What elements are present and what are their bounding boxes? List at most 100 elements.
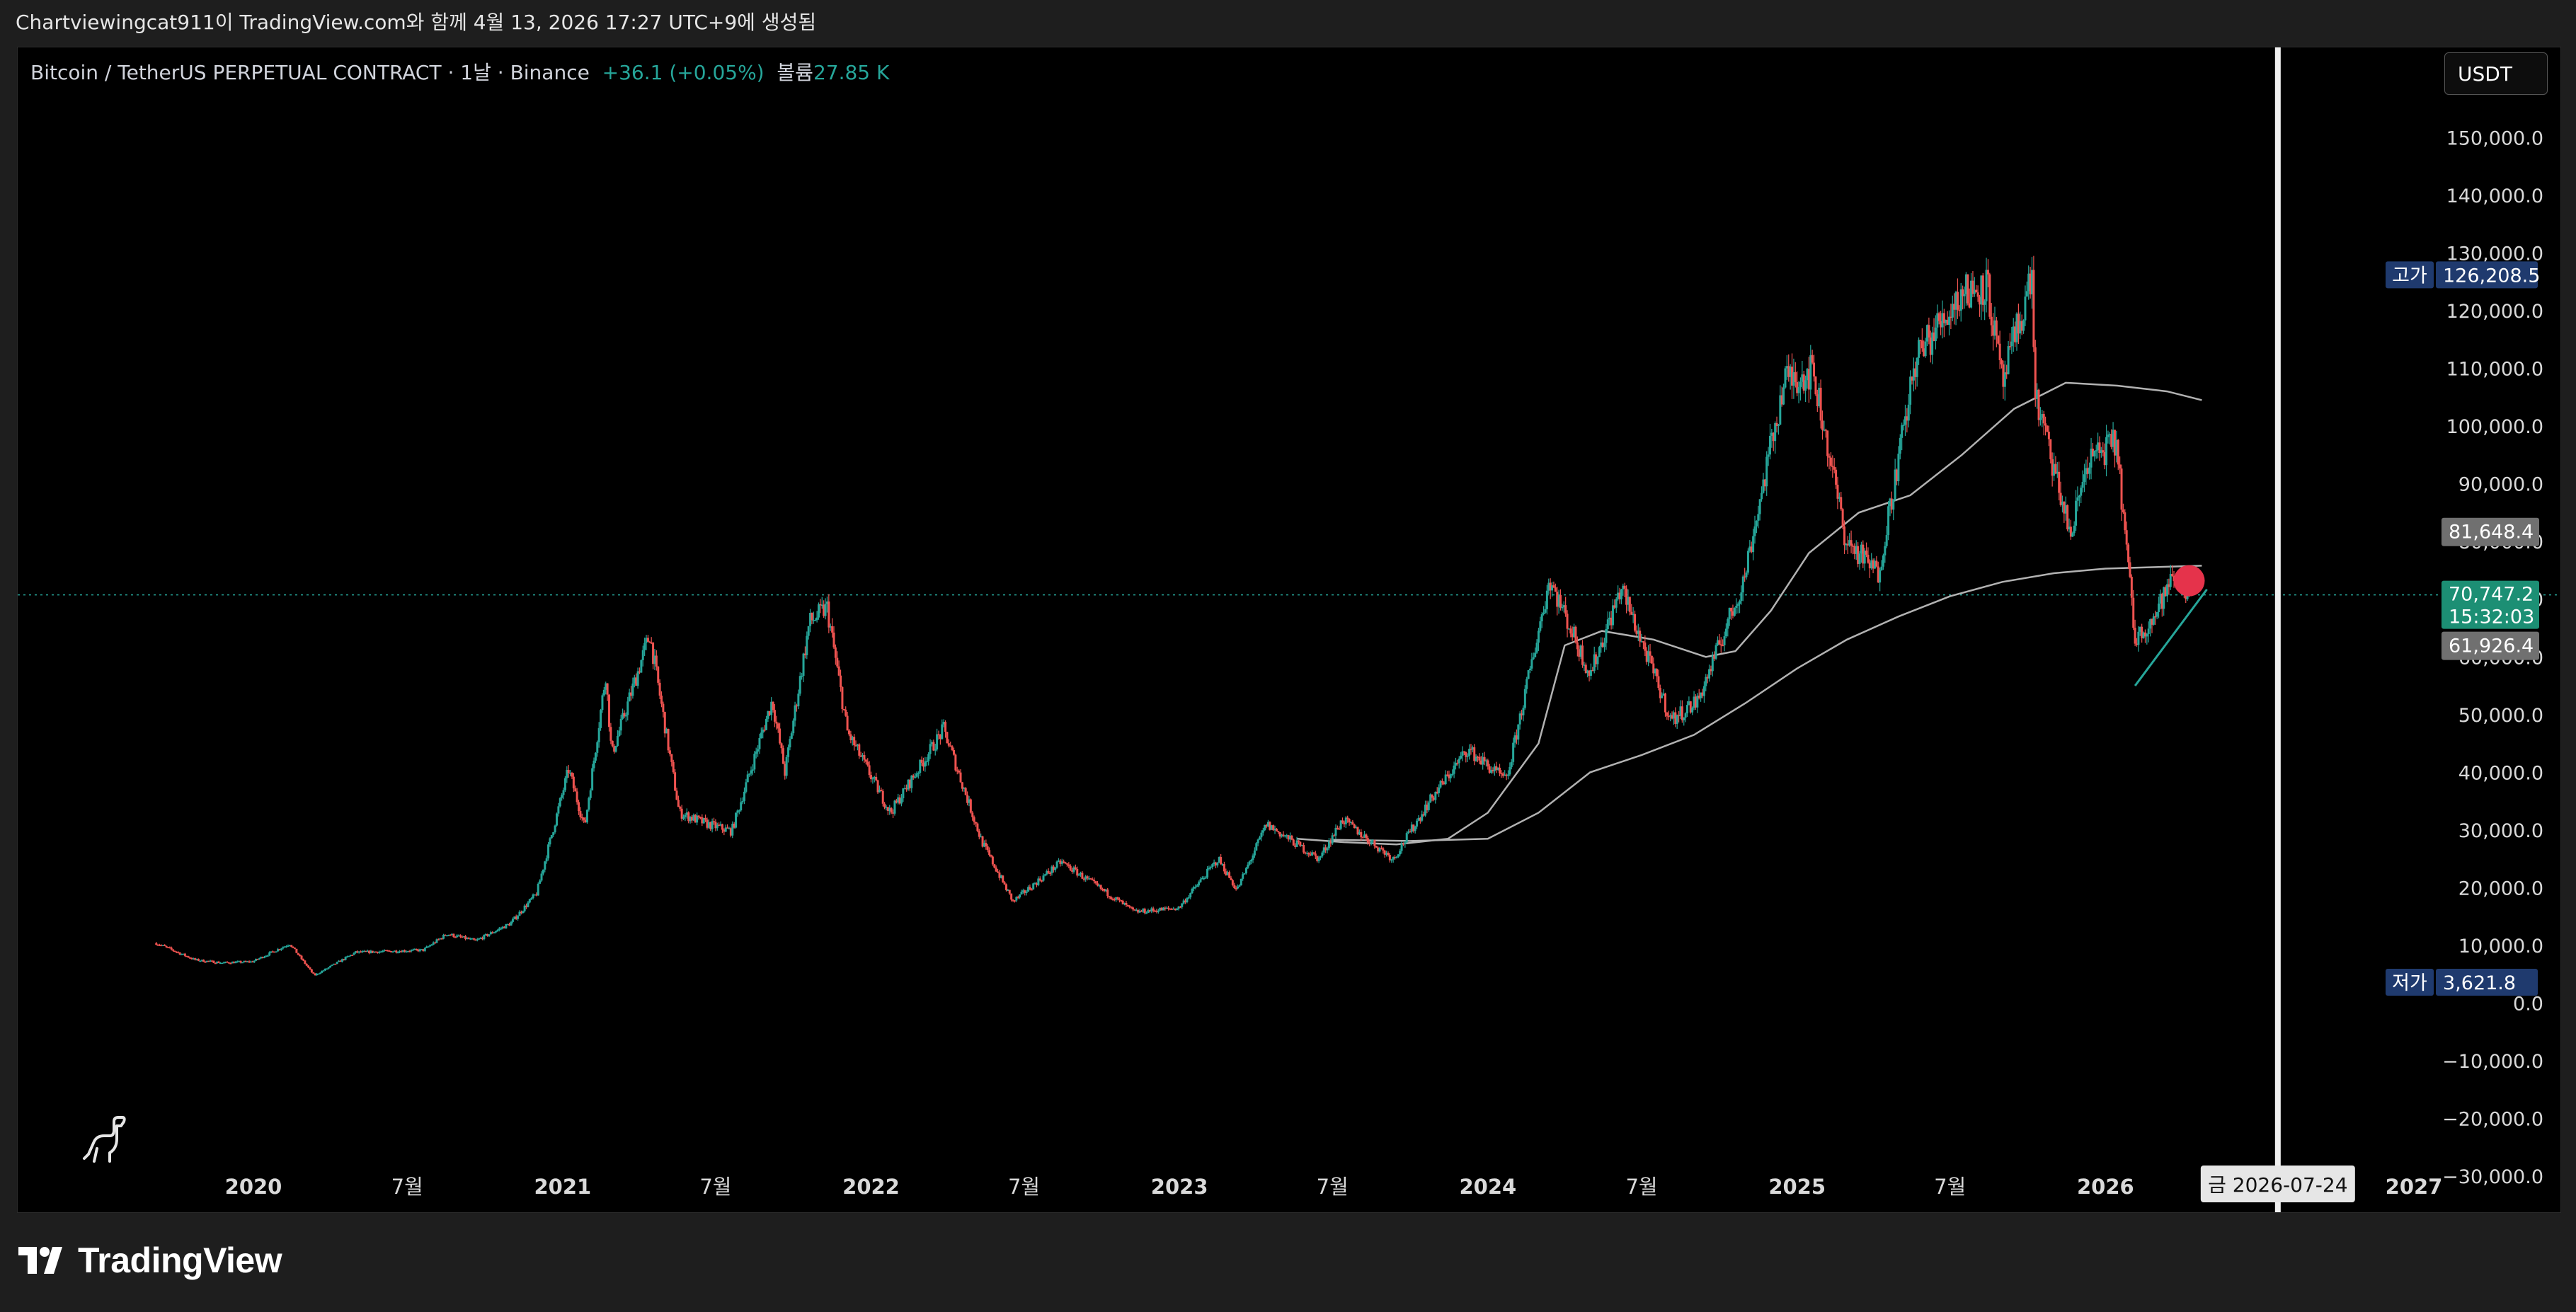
candle-body — [236, 961, 239, 962]
candle-body — [1155, 910, 1158, 912]
candle-body — [1906, 416, 1908, 421]
candle-body — [1465, 752, 1467, 757]
candle-body — [1378, 848, 1381, 852]
candle-body — [1948, 316, 1951, 326]
candle-body — [658, 682, 661, 696]
candle-body — [1436, 791, 1438, 793]
candle-body — [2015, 313, 2018, 343]
candle-body — [1243, 873, 1246, 875]
candle-body — [937, 734, 940, 736]
candle-body — [2039, 418, 2042, 420]
candle-body — [1490, 769, 1493, 773]
candle-body — [641, 650, 644, 660]
candle-body — [1046, 871, 1048, 875]
candle-body — [2119, 464, 2122, 469]
candle-body — [1877, 566, 1879, 583]
candle-body — [775, 721, 778, 724]
dino-icon[interactable] — [83, 1116, 126, 1163]
candle-body — [1691, 708, 1694, 713]
candle-body — [1833, 466, 1836, 470]
candle-body — [1752, 536, 1755, 553]
candle-body — [714, 822, 717, 829]
candle-body — [1656, 669, 1659, 677]
candle-body — [824, 604, 827, 616]
candle-body — [1829, 457, 1832, 466]
drawing-marker[interactable] — [2173, 565, 2205, 597]
candle-body — [704, 817, 707, 820]
candle-body — [995, 867, 997, 872]
candle-body — [1608, 617, 1611, 620]
candle-body — [1736, 604, 1739, 606]
candle-body — [1008, 890, 1011, 894]
candle-body — [192, 958, 195, 960]
candle-body — [723, 829, 726, 832]
candle-body — [1615, 599, 1618, 608]
candle-body — [1676, 715, 1678, 724]
candle-body — [253, 960, 256, 962]
candle-body — [707, 822, 710, 828]
candle-body — [1072, 867, 1075, 872]
candle-body — [1194, 887, 1197, 888]
candle-body — [1882, 555, 1884, 567]
candle-body — [1728, 607, 1731, 619]
candle-body — [1388, 855, 1391, 861]
candle-body — [640, 660, 643, 673]
candle-body — [2107, 435, 2110, 437]
candle-body — [1740, 592, 1743, 602]
candle-body — [589, 790, 592, 798]
candle-body — [1688, 701, 1690, 706]
support-trendline[interactable] — [2134, 588, 2208, 686]
candle-body — [856, 744, 859, 746]
candle-body — [787, 747, 790, 757]
candle-body — [1828, 456, 1831, 458]
candle-body — [949, 745, 952, 747]
candle-body — [1593, 654, 1596, 671]
candle-body — [782, 748, 784, 764]
candle-body — [1002, 875, 1004, 882]
crosshair-vertical-line — [2274, 47, 2281, 1212]
candle-body — [319, 972, 321, 974]
candle-body — [1266, 822, 1269, 827]
symbol-legend[interactable]: Bitcoin / TetherUS PERPETUAL CONTRACT · … — [30, 57, 889, 86]
currency-button[interactable]: USDT — [2444, 52, 2548, 95]
candle-body — [508, 923, 511, 926]
price-chart[interactable]: 160,000.0150,000.0140,000.0130,000.0120,… — [18, 47, 2560, 1212]
candle-body — [278, 949, 281, 950]
candle-body — [2064, 505, 2067, 514]
candle-body — [474, 939, 477, 941]
candle-body — [616, 736, 619, 747]
candle-body — [699, 817, 702, 819]
candle-body — [1487, 760, 1489, 766]
candle-body — [2056, 471, 2059, 474]
candle-body — [1785, 366, 1788, 369]
candle-body — [555, 813, 558, 826]
candle-body — [864, 759, 867, 762]
candle-body — [917, 773, 920, 774]
candle-body — [1623, 585, 1626, 589]
candle-body — [690, 817, 693, 821]
candle-body — [1399, 851, 1402, 855]
candle-body — [1998, 343, 2001, 360]
candle-body — [584, 819, 587, 823]
candle-body — [489, 932, 492, 935]
tradingview-logo[interactable]: TradingView — [18, 1240, 282, 1281]
candle-body — [357, 951, 360, 953]
chart-panel[interactable]: 160,000.0150,000.0140,000.0130,000.0120,… — [17, 47, 2561, 1213]
candle-body — [1779, 395, 1782, 425]
candle-body — [1576, 642, 1579, 650]
candle-body — [768, 710, 771, 715]
candle-body — [919, 759, 922, 773]
candle-body — [1113, 899, 1116, 901]
candle-body — [500, 928, 503, 930]
candle-body — [2022, 320, 2025, 331]
candle-body — [1649, 651, 1651, 656]
candle-body — [1521, 713, 1523, 715]
candle-body — [1273, 829, 1276, 831]
candle-body — [1077, 874, 1080, 876]
candle-body — [1813, 362, 1816, 376]
candle-body — [954, 754, 957, 771]
candle-body — [1819, 387, 1822, 421]
candle-body — [211, 960, 214, 962]
candle-body — [2086, 468, 2089, 474]
candle-body — [1509, 766, 1511, 775]
